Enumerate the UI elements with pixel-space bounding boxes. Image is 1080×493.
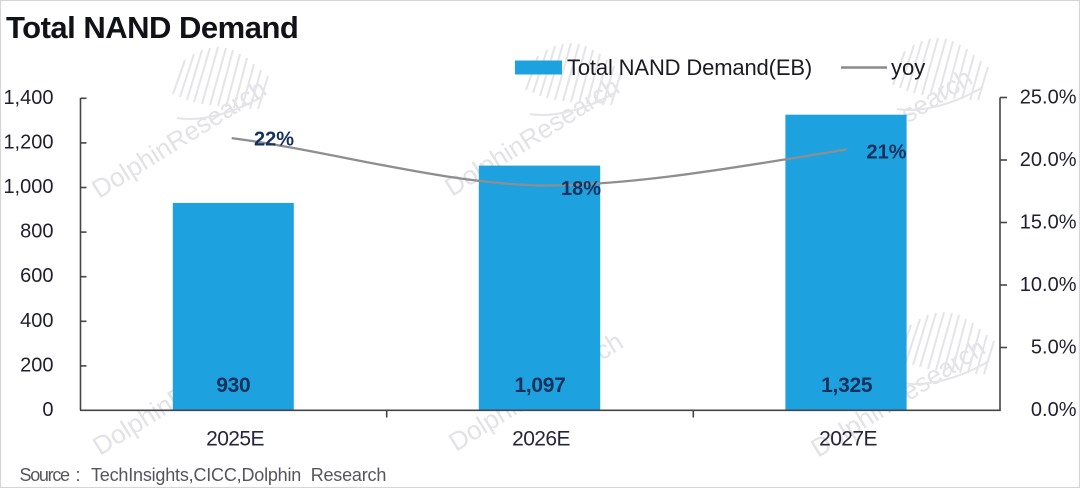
- svg-text:1,325: 1,325: [821, 374, 873, 397]
- svg-text:1,400: 1,400: [3, 87, 53, 109]
- svg-text:600: 600: [20, 265, 53, 287]
- svg-text:18%: 18%: [561, 178, 601, 200]
- svg-text:Source: Source: [20, 465, 71, 485]
- svg-text:2027E: 2027E: [819, 428, 877, 451]
- svg-text:TechInsights,CICC,Dolphin Res: TechInsights,CICC,Dolphin Research: [91, 465, 386, 485]
- svg-text:800: 800: [20, 221, 53, 243]
- svg-text:930: 930: [216, 374, 250, 397]
- svg-text:1,000: 1,000: [3, 176, 53, 198]
- svg-text::: :: [76, 465, 81, 485]
- svg-text:400: 400: [20, 310, 53, 332]
- svg-text:yoy: yoy: [891, 55, 925, 80]
- svg-text:15.0%: 15.0%: [1020, 212, 1077, 234]
- svg-text:1,200: 1,200: [3, 131, 53, 153]
- svg-text:Total NAND Demand: Total NAND Demand: [6, 10, 298, 45]
- svg-text:10.0%: 10.0%: [1020, 274, 1077, 296]
- svg-text:200: 200: [20, 354, 53, 376]
- svg-text:21%: 21%: [867, 141, 907, 163]
- svg-text:0: 0: [42, 399, 53, 421]
- svg-text:2025E: 2025E: [206, 428, 264, 451]
- svg-text:25.0%: 25.0%: [1020, 87, 1077, 109]
- svg-text:2026E: 2026E: [512, 428, 570, 451]
- svg-text:0.0%: 0.0%: [1031, 399, 1077, 421]
- svg-text:22%: 22%: [254, 128, 294, 150]
- svg-text:5.0%: 5.0%: [1031, 337, 1077, 359]
- svg-text:Total NAND Demand(EB): Total NAND Demand(EB): [567, 55, 812, 80]
- svg-text:1,097: 1,097: [514, 374, 565, 397]
- svg-text:20.0%: 20.0%: [1020, 149, 1077, 171]
